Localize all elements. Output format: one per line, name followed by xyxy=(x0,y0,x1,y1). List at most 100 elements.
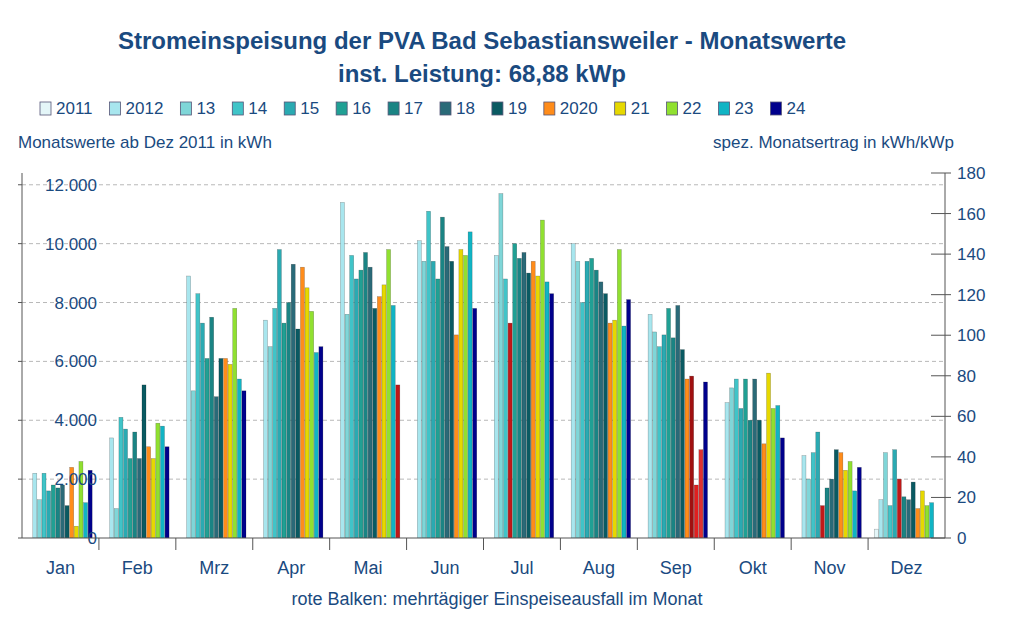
bar xyxy=(703,382,707,538)
legend-swatch xyxy=(544,102,555,115)
y-tick-label: 12.000 xyxy=(45,176,97,195)
y2-tick-label: 40 xyxy=(957,448,976,467)
bar xyxy=(65,506,69,538)
x-separator xyxy=(483,538,484,550)
bar xyxy=(617,250,621,538)
bar xyxy=(585,261,589,538)
bar xyxy=(191,391,195,538)
bar xyxy=(748,420,752,538)
bar xyxy=(811,453,815,538)
bar xyxy=(56,488,60,538)
bar xyxy=(874,529,878,538)
bar xyxy=(503,279,507,538)
bar xyxy=(680,350,684,538)
bars xyxy=(33,194,934,538)
bar xyxy=(739,408,743,538)
bar xyxy=(133,432,137,538)
bar xyxy=(287,303,291,538)
y2-axis-label: spez. Monatsertrag in kWh/kWp xyxy=(713,133,954,152)
bar xyxy=(119,417,123,538)
bar xyxy=(264,320,268,538)
bar xyxy=(114,509,118,538)
x-tick-label: Jun xyxy=(431,558,460,578)
legend-label: 14 xyxy=(248,99,267,118)
bar xyxy=(33,473,37,538)
subtitle: inst. Leistung: 68,88 kWp xyxy=(338,60,626,87)
legend-swatch xyxy=(110,102,121,115)
x-tick-label: Feb xyxy=(122,558,153,578)
y2-tick xyxy=(931,497,951,498)
legend-swatch xyxy=(388,102,399,115)
x-tick-label: Dez xyxy=(891,558,923,578)
x-tick-label: Aug xyxy=(583,558,615,578)
bar xyxy=(273,308,277,538)
y-tick xyxy=(18,361,22,362)
bar xyxy=(608,323,612,538)
x-tick-label: Okt xyxy=(739,558,767,578)
legend-label: 19 xyxy=(508,99,527,118)
bar xyxy=(527,273,531,538)
bar xyxy=(916,509,920,538)
bar xyxy=(187,276,191,538)
bar xyxy=(662,335,666,538)
bar xyxy=(137,459,141,538)
y2-tick-label: 80 xyxy=(957,367,976,386)
bar xyxy=(594,270,598,538)
y2-axis xyxy=(945,173,946,538)
legend-swatch xyxy=(719,102,730,115)
bar xyxy=(47,491,51,538)
bar xyxy=(599,282,603,538)
bar xyxy=(545,282,549,538)
bar xyxy=(725,403,729,538)
legend-label: 2012 xyxy=(126,99,164,118)
bar xyxy=(734,379,738,538)
bar xyxy=(839,453,843,538)
y-axis-label: Monatswerte ab Dez 2011 in kWh xyxy=(18,133,272,152)
bar xyxy=(277,250,281,538)
x-separator xyxy=(868,538,869,550)
bar xyxy=(622,326,626,538)
bar xyxy=(757,420,761,538)
bar xyxy=(843,470,847,538)
bar xyxy=(853,491,857,538)
bar xyxy=(694,485,698,538)
bar xyxy=(359,270,363,538)
bar xyxy=(310,311,314,538)
y-tick xyxy=(18,479,22,480)
legend-label: 23 xyxy=(735,99,754,118)
y2-tick-label: 60 xyxy=(957,407,976,426)
bar xyxy=(576,261,580,538)
bar xyxy=(368,267,372,538)
legend-swatch xyxy=(440,102,451,115)
x-separator xyxy=(252,538,253,550)
bar xyxy=(667,308,671,538)
bar xyxy=(753,379,757,538)
bar xyxy=(648,314,652,538)
bar xyxy=(314,353,318,538)
bar xyxy=(699,450,703,538)
y-tick xyxy=(18,302,22,303)
bar xyxy=(37,500,41,538)
bar xyxy=(820,506,824,538)
y2-tick xyxy=(931,375,951,376)
x-separator xyxy=(560,538,561,550)
legend-swatch xyxy=(667,102,678,115)
bar xyxy=(214,397,218,538)
y2-tick xyxy=(931,538,951,539)
bar xyxy=(653,332,657,538)
bar xyxy=(671,338,675,538)
legend-label: 15 xyxy=(300,99,319,118)
x-separator xyxy=(175,538,176,550)
bar xyxy=(291,264,295,538)
bar xyxy=(224,358,228,538)
y-tick-label: 2.000 xyxy=(54,470,97,489)
y-tick xyxy=(18,243,22,244)
legend-swatch xyxy=(770,102,781,115)
legend-swatch xyxy=(615,102,626,115)
bar xyxy=(920,491,924,538)
bar xyxy=(282,323,286,538)
bar xyxy=(160,426,164,538)
bar xyxy=(517,258,521,538)
bar xyxy=(151,459,155,538)
y-tick xyxy=(18,538,22,539)
